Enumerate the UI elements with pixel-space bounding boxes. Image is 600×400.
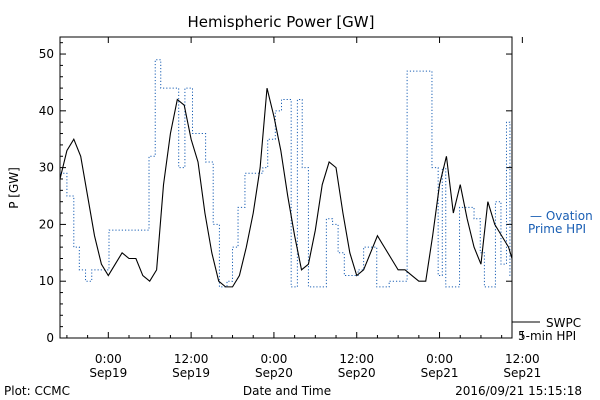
legend-ovation-line2: Prime HPI [528,222,586,236]
series-layer [59,59,513,288]
legend-ovation-line1: — Ovation [530,209,593,223]
x-tick-label-date: Sep19 [89,366,127,380]
y-tick-label: 50 [39,47,54,61]
x-tick-label-time: 12:00 [174,352,209,366]
x-tick-label-time: 12:00 [505,352,540,366]
series-ovation-prime-hpi [60,59,512,288]
y-tick-label: 20 [39,217,54,231]
x-tick-label-date: Sep21 [503,366,541,380]
y-axis-label: P [GW] [7,167,21,209]
footer-x-label: Date and Time [243,384,331,398]
y-tick-label: 40 [39,104,54,118]
x-tick-label-time: 12:00 [339,352,374,366]
footer-timestamp: 2016/09/21 15:15:18 [455,384,582,398]
x-tick-label-date: Sep19 [172,366,210,380]
legend-swpc-line2: 5-min HPI [518,329,576,343]
series-swpc-5min-hpi [59,87,513,288]
legend-swpc-line1: SWPC [546,316,581,330]
x-tick-label-time: 0:00 [426,352,453,366]
x-tick-label-time: 0:00 [260,352,287,366]
chart-title: Hemispheric Power [GW] [188,13,375,31]
x-tick-label-date: Sep20 [338,366,376,380]
y-tick-label: 30 [39,161,54,175]
x-tick-label-date: Sep20 [255,366,293,380]
x-axis: 0:00Sep1912:00Sep190:00Sep2012:00Sep200:… [66,37,541,380]
y-tick-label: 10 [39,274,54,288]
plot-frame [59,36,513,339]
x-tick-label-date: Sep21 [421,366,459,380]
y-tick-label: 0 [46,331,54,345]
y-axis: 0 10 20 30 40 50 [39,42,512,345]
x-tick-label-time: 0:00 [95,352,122,366]
footer-plot-credit: Plot: CCMC [4,384,70,398]
